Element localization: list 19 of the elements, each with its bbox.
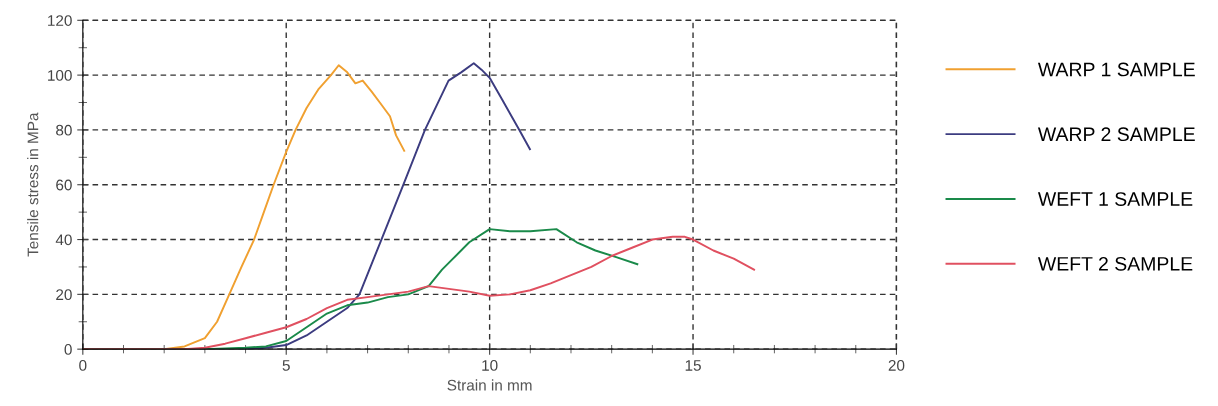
legend-label: WEFT 1 SAMPLE	[1037, 192, 1193, 206]
y-tick-label: 120	[48, 15, 72, 26]
x-tick-label: 5	[282, 360, 290, 371]
x-axis-title: Strain in mm	[447, 379, 532, 391]
line-series	[82, 235, 756, 350]
x-tick-label: 20	[888, 359, 905, 371]
x-tick-label: 15	[685, 360, 701, 371]
y-tick-label: 80	[56, 124, 72, 136]
y-tick-label: 100	[48, 69, 72, 81]
x-tick-label: 10	[482, 359, 498, 371]
legend-label: WARP 1 SAMPLE	[1037, 62, 1195, 77]
legend-label: WARP 2 SAMPLE	[1037, 127, 1195, 142]
x-tick-label: 0	[79, 359, 87, 371]
y-tick-label: 60	[56, 179, 72, 191]
legend-label: WEFT 2 SAMPLE	[1037, 256, 1193, 271]
y-tick-label: 0	[64, 344, 72, 355]
y-tick-label: 40	[55, 234, 72, 246]
y-axis-title: Tensile stress in MPa	[27, 112, 39, 257]
y-tick-label: 20	[56, 289, 72, 301]
